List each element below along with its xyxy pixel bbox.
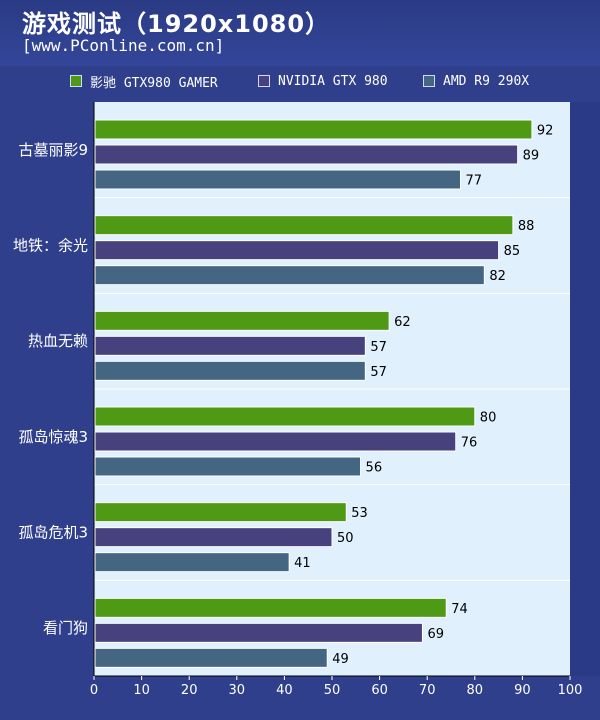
data-label: 85: [504, 244, 521, 259]
data-label: 53: [351, 506, 368, 521]
bar: [94, 527, 333, 548]
x-tick-label: 100: [558, 683, 583, 698]
data-label: 89: [523, 149, 540, 164]
data-label: 62: [394, 315, 411, 330]
bar: [94, 622, 423, 643]
category-label: 孤岛危机3: [18, 524, 88, 542]
x-tick-label: 10: [133, 683, 150, 698]
chart-legend: 影驰 GTX980 GAMER NVIDIA GTX 980 AMD R9 29…: [0, 66, 600, 96]
data-label: 69: [427, 627, 444, 642]
bar: [94, 265, 485, 286]
data-label: 57: [370, 340, 387, 355]
x-tick-label: 30: [229, 683, 246, 698]
legend-swatch-amd: [423, 75, 435, 87]
data-label: 49: [332, 652, 349, 667]
category-label: 古墓丽影9: [18, 141, 88, 159]
bar: [94, 502, 347, 523]
legend-label-galax: 影驰 GTX980 GAMER: [90, 75, 218, 91]
x-tick-label: 20: [181, 683, 198, 698]
bar: [94, 144, 519, 165]
chart-title: 游戏测试（1920x1080）: [22, 10, 331, 38]
bar: [94, 240, 500, 261]
chart-header: 游戏测试（1920x1080） [www.PConline.com.cn]: [0, 0, 600, 66]
plot-border: [570, 102, 600, 676]
x-tick-label: 50: [324, 683, 341, 698]
data-label: 88: [518, 219, 535, 234]
data-label: 50: [337, 531, 354, 546]
x-tick-label: 60: [371, 683, 388, 698]
bar: [94, 169, 462, 190]
data-label: 74: [451, 602, 468, 617]
chart-subtitle: [www.PConline.com.cn]: [22, 36, 225, 55]
data-label: 82: [489, 269, 506, 284]
category-label: 看门狗: [43, 619, 88, 637]
bar: [94, 360, 366, 381]
category-label: 热血无赖: [28, 332, 88, 350]
legend-label-nvidia: NVIDIA GTX 980: [278, 73, 388, 89]
data-label: 80: [480, 411, 497, 426]
bar: [94, 456, 362, 477]
data-label: 76: [461, 436, 478, 451]
legend-swatch-nvidia: [258, 75, 270, 87]
x-tick-label: 80: [467, 683, 484, 698]
legend-item-nvidia: NVIDIA GTX 980: [258, 72, 388, 90]
x-tick-label: 70: [419, 683, 436, 698]
legend-item-galax: 影驰 GTX980 GAMER: [70, 72, 218, 91]
category-label: 地铁：余光: [13, 237, 88, 255]
bar: [94, 431, 457, 452]
bar: [94, 406, 476, 427]
bar: [94, 552, 290, 573]
x-tick-label: 90: [514, 683, 531, 698]
bar: [94, 215, 514, 236]
x-tick-label: 0: [90, 683, 98, 698]
bar: [94, 310, 390, 331]
bar: [94, 119, 533, 140]
data-label: 56: [366, 461, 383, 476]
bar: [94, 597, 447, 618]
x-tick-label: 40: [276, 683, 293, 698]
category-label: 孤岛惊魂3: [18, 428, 88, 446]
legend-item-amd: AMD R9 290X: [423, 72, 529, 90]
data-label: 92: [537, 124, 554, 139]
bar: [94, 335, 366, 356]
data-label: 41: [294, 556, 311, 571]
data-label: 57: [370, 365, 387, 380]
legend-swatch-galax: [70, 75, 82, 87]
legend-label-amd: AMD R9 290X: [443, 73, 530, 89]
bar: [94, 647, 328, 668]
data-label: 77: [466, 174, 483, 189]
